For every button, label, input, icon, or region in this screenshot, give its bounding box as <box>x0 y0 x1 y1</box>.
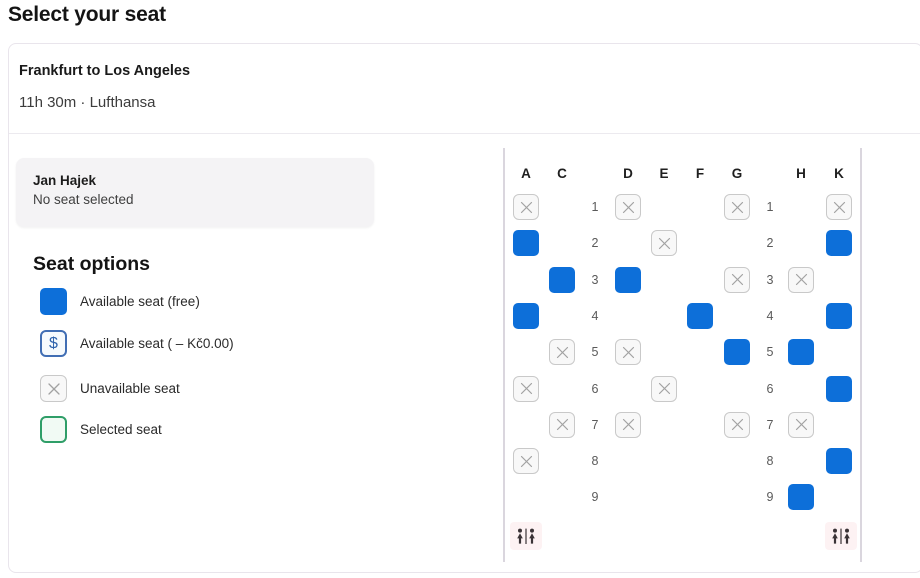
row-number-4-right: 4 <box>766 308 774 323</box>
column-letter-G: G <box>731 166 743 181</box>
seat-1D-unavailable <box>615 194 641 220</box>
column-letter-D: D <box>623 166 633 181</box>
page-title: Select your seat <box>8 3 166 26</box>
seat-3D-available[interactable] <box>615 266 641 293</box>
legend-item-unavailable: Unavailable seat <box>40 375 180 402</box>
lavatory-icon-left <box>510 522 542 550</box>
seat-8K-available[interactable] <box>826 448 852 475</box>
passenger-card[interactable]: Jan Hajek No seat selected <box>16 158 374 227</box>
seat-7H-unavailable <box>788 411 814 438</box>
flight-header: Frankfurt to Los Angeles 11h 30m · Lufth… <box>9 44 920 134</box>
row-number-2-right: 2 <box>766 236 774 251</box>
row-number-9-right: 9 <box>766 490 774 505</box>
row-number-1-right: 1 <box>766 200 774 214</box>
seat-7G-unavailable <box>724 411 750 438</box>
column-letter-E: E <box>659 166 669 181</box>
seat-4A-available[interactable] <box>513 302 539 329</box>
legend-item-selected: Selected seat <box>40 416 162 443</box>
row-number-3-left: 3 <box>591 272 599 287</box>
seat-5C-unavailable <box>549 339 575 366</box>
row-number-6-right: 6 <box>766 381 774 396</box>
seat-4F-available[interactable] <box>687 302 713 329</box>
seat-3C-available[interactable] <box>549 266 575 293</box>
seat-3H-unavailable <box>788 266 814 293</box>
seat-map: A C D E F G H K 1 1 2 2 3 3 4 4 5 5 6 6 7 7 8 8 9 9 <box>505 146 859 566</box>
row-number-3-right: 3 <box>766 272 774 287</box>
legend-label: Available seat ( – Kč0.00) <box>80 336 234 351</box>
dollar-seat-icon: $ <box>40 330 67 357</box>
seat-5H-available[interactable] <box>788 339 814 366</box>
seat-1A-unavailable <box>513 194 539 220</box>
seat-1K-unavailable <box>826 194 852 220</box>
row-number-8-left: 8 <box>591 454 599 469</box>
passenger-seat-status: No seat selected <box>33 192 134 207</box>
flight-details: 11h 30m · Lufthansa <box>19 94 156 111</box>
seat-6E-unavailable <box>651 375 677 402</box>
seat-8A-unavailable <box>513 448 539 475</box>
legend-label: Available seat (free) <box>80 294 200 309</box>
legend-label: Selected seat <box>80 422 162 437</box>
seat-map-divider-left <box>503 148 505 562</box>
row-number-5-left: 5 <box>591 345 599 360</box>
row-number-6-left: 6 <box>591 381 599 396</box>
seat-7C-unavailable <box>549 411 575 438</box>
row-number-8-right: 8 <box>766 454 774 469</box>
row-number-4-left: 4 <box>591 308 599 323</box>
seat-4K-available[interactable] <box>826 302 852 329</box>
seat-2K-available[interactable] <box>826 230 852 257</box>
flight-seat-card: Frankfurt to Los Angeles 11h 30m · Lufth… <box>8 43 920 573</box>
row-number-7-left: 7 <box>591 417 599 432</box>
seat-2E-unavailable <box>651 230 677 257</box>
seat-2A-available[interactable] <box>513 230 539 257</box>
row-number-5-right: 5 <box>766 345 774 360</box>
column-letter-A: A <box>521 166 531 181</box>
row-number-1-left: 1 <box>591 200 599 214</box>
seat-options-title: Seat options <box>33 253 151 275</box>
column-letter-K: K <box>834 166 844 181</box>
column-letter-F: F <box>695 166 705 181</box>
row-number-2-left: 2 <box>591 236 599 251</box>
seat-7D-unavailable <box>615 411 641 438</box>
seat-3G-unavailable <box>724 266 750 293</box>
available-seat-icon <box>40 288 67 315</box>
seat-9H-available[interactable] <box>788 484 814 511</box>
seat-6A-unavailable <box>513 375 539 402</box>
legend-item-available-paid: $ Available seat ( – Kč0.00) <box>40 330 234 357</box>
seat-6K-available[interactable] <box>826 375 852 402</box>
column-letter-C: C <box>557 166 567 181</box>
seat-map-divider-right <box>860 148 862 562</box>
selected-seat-icon <box>40 416 67 443</box>
legend-label: Unavailable seat <box>80 381 180 396</box>
flight-route: Frankfurt to Los Angeles <box>19 63 191 79</box>
row-number-9-left: 9 <box>591 490 599 505</box>
column-letter-H: H <box>796 166 806 181</box>
seat-5G-available[interactable] <box>724 339 750 366</box>
passenger-name: Jan Hajek <box>33 173 97 188</box>
seat-1G-unavailable <box>724 194 750 220</box>
unavailable-seat-icon <box>40 375 67 402</box>
seat-5D-unavailable <box>615 339 641 366</box>
row-number-7-right: 7 <box>766 417 774 432</box>
lavatory-icon-right <box>825 522 857 550</box>
legend-item-available-free: Available seat (free) <box>40 288 200 315</box>
